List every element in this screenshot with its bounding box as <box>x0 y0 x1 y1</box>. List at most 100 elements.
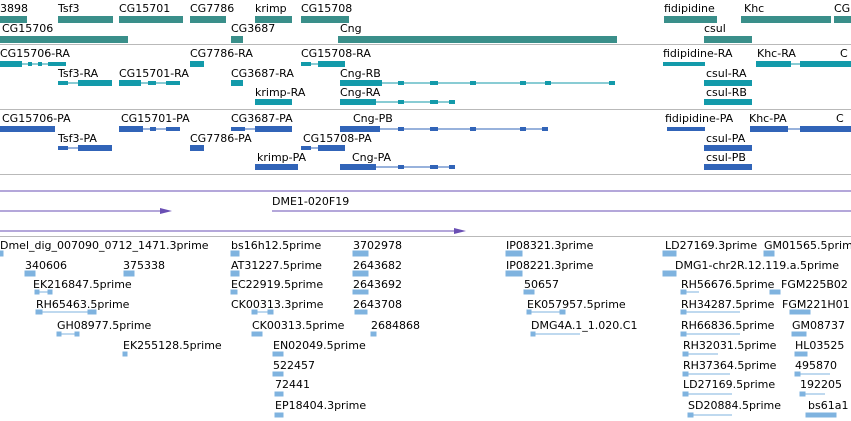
est-label[interactable]: DMG4A.1_1.020.C1 <box>531 319 638 332</box>
transcript-label[interactable]: CG15706-RA <box>0 47 70 60</box>
transcript-label[interactable]: CG15708-RA <box>301 47 371 60</box>
gene-glyph[interactable] <box>119 16 183 23</box>
protein-label[interactable]: CG7786-PA <box>190 132 252 145</box>
est-label[interactable]: DMG1-chr2R.12.119.a.5prime <box>675 259 840 272</box>
transcript-label[interactable]: Cng-RA <box>340 86 381 99</box>
gene-label[interactable]: 3898 <box>0 2 28 15</box>
est-label[interactable]: Dmel_dig_007090_0712_1471.3prime <box>0 239 209 252</box>
est-label[interactable]: EN02049.5prime <box>273 339 366 352</box>
protein-label[interactable]: Cng-PA <box>352 151 392 164</box>
gene-label[interactable]: krimp <box>255 2 287 15</box>
protein-label[interactable]: C <box>836 112 844 125</box>
est-label[interactable]: RH65463.5prime <box>36 298 130 311</box>
est-label[interactable]: FGM221H01 <box>782 298 850 311</box>
est-label[interactable]: 522457 <box>273 359 315 372</box>
transcript-label[interactable]: fidipidine-RA <box>663 47 733 60</box>
gene-glyph[interactable] <box>664 16 717 23</box>
est-label[interactable]: HL03525 <box>795 339 845 352</box>
protein-label[interactable]: CG3687-PA <box>231 112 293 125</box>
gene-label[interactable]: Tsf3 <box>58 2 80 15</box>
gene-label[interactable]: CG15706 <box>2 22 54 35</box>
est-label[interactable]: 72441 <box>275 378 310 391</box>
est-label[interactable]: SD20884.5prime <box>688 399 781 412</box>
est-label[interactable]: 2643682 <box>353 259 402 272</box>
transcript-label[interactable]: krimp-RA <box>255 86 306 99</box>
protein-label[interactable]: Cng-PB <box>353 112 393 125</box>
gene-label[interactable]: Khc <box>744 2 765 15</box>
protein-label[interactable]: CG15701-PA <box>121 112 190 125</box>
protein-label[interactable]: CG15708-PA <box>303 132 372 145</box>
gene-label[interactable]: CG15708 <box>301 2 353 15</box>
gene-glyph[interactable] <box>231 36 243 43</box>
est-label[interactable]: GM08737 <box>792 319 846 332</box>
protein-label[interactable]: Tsf3-PA <box>58 132 97 145</box>
transcript-label[interactable]: csul-RA <box>706 67 747 80</box>
gene-label[interactable]: fidipidine <box>664 2 715 15</box>
transcript-label[interactable]: csul-RB <box>706 86 747 99</box>
est-label[interactable]: FGM225B02 <box>781 278 848 291</box>
gene-glyph[interactable] <box>834 16 851 23</box>
est-label[interactable]: 3702978 <box>353 239 402 252</box>
protein-glyphs <box>0 126 851 170</box>
est-label[interactable]: 340606 <box>25 259 67 272</box>
gene-glyph[interactable] <box>0 16 27 23</box>
protein-label[interactable]: CG15706-PA <box>2 112 71 125</box>
est-label[interactable]: RH32031.5prime <box>683 339 777 352</box>
gene-label[interactable]: CG15701 <box>119 2 171 15</box>
transcript-label[interactable]: C <box>840 47 848 60</box>
est-label[interactable]: EC22919.5prime <box>231 278 324 291</box>
gene-glyph[interactable] <box>255 16 292 23</box>
protein-label[interactable]: krimp-PA <box>257 151 307 164</box>
est-label[interactable]: 2643708 <box>353 298 402 311</box>
gene-label[interactable]: CG7786 <box>190 2 235 15</box>
est-label[interactable]: CK00313.5prime <box>252 319 345 332</box>
est-label[interactable]: RH56676.5prime <box>681 278 775 291</box>
gene-glyph[interactable] <box>338 36 617 43</box>
gene-label[interactable]: CG <box>834 2 851 15</box>
transcript-label[interactable]: Khc-RA <box>757 47 796 60</box>
est-label[interactable]: 375338 <box>123 259 165 272</box>
protein-label[interactable]: csul-PA <box>706 132 746 145</box>
gene-label[interactable]: csul <box>704 22 726 35</box>
protein-label[interactable]: fidipidine-PA <box>665 112 734 125</box>
protein-track: CG15706-PA CG15701-PA CG3687-PA Cng-PB f… <box>0 110 851 174</box>
transcript-label[interactable]: Cng-RB <box>340 67 381 80</box>
transcript-label[interactable]: CG15701-RA <box>119 67 189 80</box>
est-label[interactable]: 50657 <box>524 278 559 291</box>
protein-label[interactable]: csul-PB <box>706 151 746 164</box>
est-label[interactable]: 495870 <box>795 359 837 372</box>
gene-glyph[interactable] <box>190 16 226 23</box>
gene-glyph[interactable] <box>301 16 349 23</box>
est-label[interactable]: EP18404.3prime <box>275 399 367 412</box>
est-label[interactable]: bs16h12.5prime <box>231 239 322 252</box>
est-label[interactable]: 2684868 <box>371 319 420 332</box>
transcript-label[interactable]: CG3687-RA <box>231 67 294 80</box>
protein-label[interactable]: Khc-PA <box>749 112 787 125</box>
est-label[interactable]: IP08221.3prime <box>506 259 594 272</box>
gene-glyph[interactable] <box>58 16 113 23</box>
est-label[interactable]: bs61a1 <box>808 399 849 412</box>
est-label[interactable]: LD27169.3prime <box>665 239 758 252</box>
gene-glyph[interactable] <box>0 36 128 43</box>
gene-label[interactable]: CG3687 <box>231 22 276 35</box>
est-label[interactable]: RH34287.5prime <box>681 298 775 311</box>
transcript-label[interactable]: Tsf3-RA <box>58 67 99 80</box>
est-label[interactable]: EK057957.5prime <box>527 298 626 311</box>
est-label[interactable]: 192205 <box>800 378 842 391</box>
clone-label[interactable]: DME1-020F19 <box>272 195 350 208</box>
est-label[interactable]: EK216847.5prime <box>33 278 132 291</box>
gene-glyph[interactable] <box>741 16 831 23</box>
est-label[interactable]: LD27169.5prime <box>683 378 776 391</box>
est-label[interactable]: RH66836.5prime <box>681 319 775 332</box>
est-label[interactable]: GM01565.5prime <box>764 239 851 252</box>
est-label[interactable]: 2643692 <box>353 278 402 291</box>
est-label[interactable]: CK00313.3prime <box>231 298 324 311</box>
est-label[interactable]: AT31227.5prime <box>231 259 322 272</box>
gene-glyph[interactable] <box>704 36 752 43</box>
transcript-label[interactable]: CG7786-RA <box>190 47 253 60</box>
est-label[interactable]: GH08977.5prime <box>57 319 152 332</box>
est-label[interactable]: EK255128.5prime <box>123 339 222 352</box>
gene-label[interactable]: Cng <box>340 22 362 35</box>
est-label[interactable]: RH37364.5prime <box>683 359 777 372</box>
est-label[interactable]: IP08321.3prime <box>506 239 594 252</box>
